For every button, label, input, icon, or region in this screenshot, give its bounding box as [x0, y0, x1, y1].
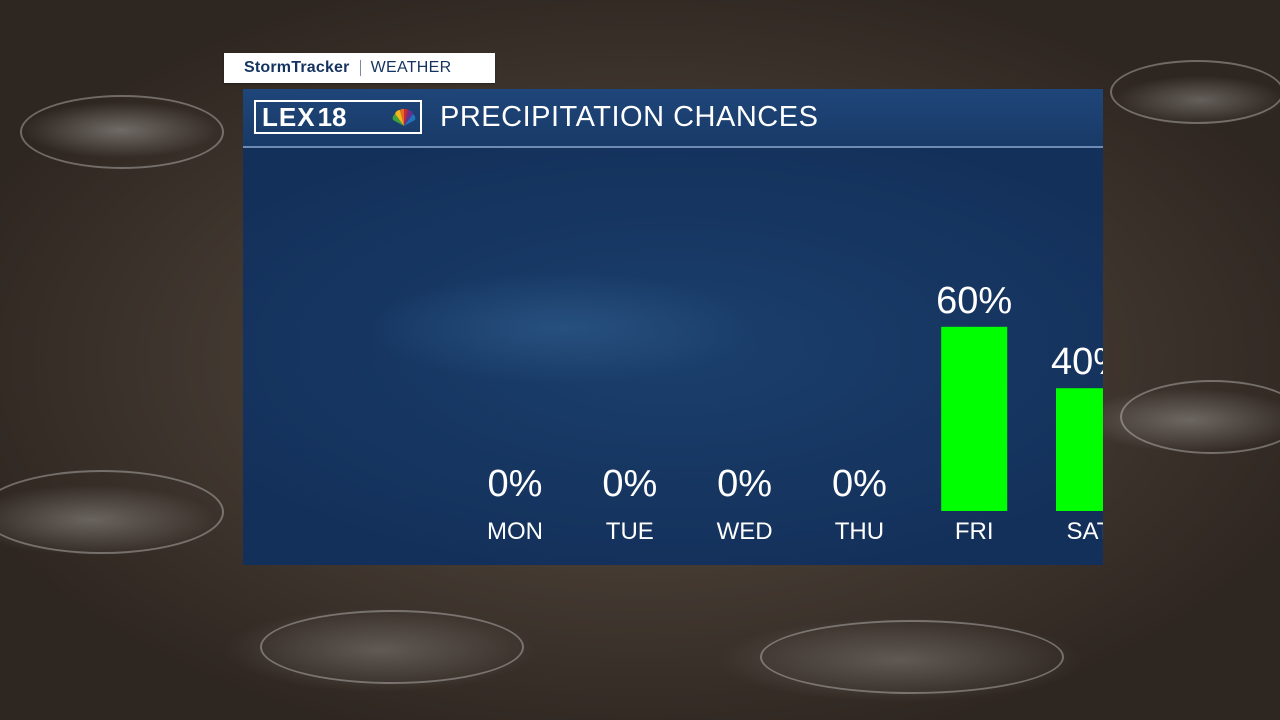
stormtracker-label: StormTracker — [244, 59, 350, 76]
rain-ripple — [260, 610, 524, 684]
category-label-tue: TUE — [606, 518, 654, 545]
value-label-wed: 0% — [717, 463, 772, 505]
chart-title: PRECIPITATION CHANCES — [440, 101, 819, 133]
category-label-fri: FRI — [955, 518, 994, 545]
rain-ripple — [760, 620, 1064, 694]
category-label-thu: THU — [835, 518, 884, 545]
logo-text: LEX — [262, 102, 316, 132]
value-label-mon: 0% — [488, 463, 543, 505]
value-label-sat: 40% — [1051, 341, 1103, 383]
category-label-mon: MON — [487, 518, 543, 545]
weather-label: WEATHER — [370, 59, 452, 76]
station-logo: LEX 18 — [254, 100, 422, 134]
stormtracker-weather-tab: StormTracker WEATHER — [224, 53, 495, 83]
rain-ripple — [20, 95, 224, 169]
bar-fri — [941, 326, 1008, 511]
panel-header: LEX 18 PRECIPITATION CHANCES — [243, 89, 1103, 148]
value-label-tue: 0% — [602, 463, 657, 505]
rain-ripple — [1110, 60, 1280, 124]
value-label-thu: 0% — [832, 463, 887, 505]
rain-ripple — [0, 470, 224, 554]
peacock-icon — [392, 108, 416, 126]
rain-ripple — [1120, 380, 1280, 454]
value-label-fri: 60% — [936, 280, 1012, 322]
logo-number: 18 — [317, 102, 347, 132]
bar-sat — [1056, 388, 1103, 511]
category-label-sat: SAT — [1067, 518, 1103, 545]
category-label-wed: WED — [717, 518, 773, 545]
tab-divider — [359, 60, 361, 76]
precipitation-panel: LEX 18 PRECIPITATION CHANCES 0% MON 0% TUE 0… — [243, 89, 1103, 565]
